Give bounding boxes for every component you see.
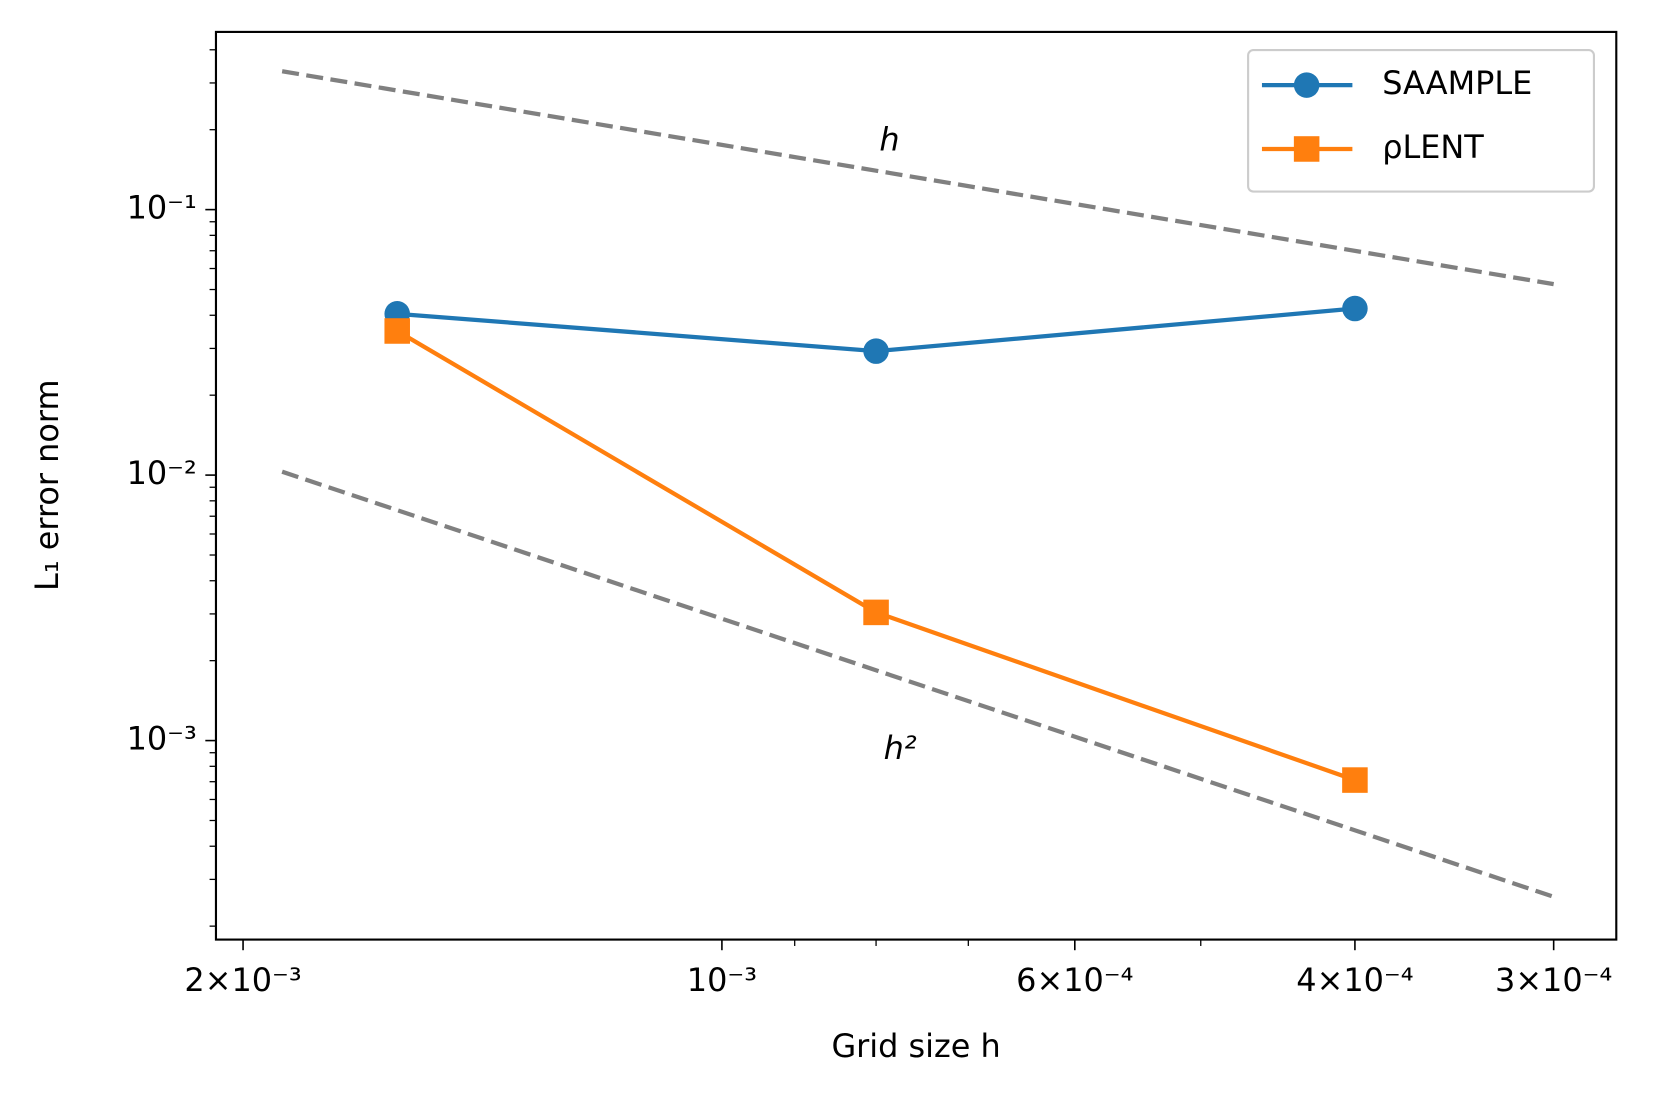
marker <box>863 338 889 364</box>
reference-line <box>281 69 1555 287</box>
plot-frame <box>214 30 1618 941</box>
x-tick-label: 4×10⁻⁴ <box>1296 961 1413 999</box>
x-tick-label: 10⁻³ <box>687 961 757 999</box>
annotation: h² <box>884 729 917 767</box>
y-tick-label: 10⁻¹ <box>127 189 197 227</box>
marker <box>1293 136 1320 162</box>
y-tick-label: 10⁻³ <box>127 720 197 758</box>
x-tick-label: 6×10⁻⁴ <box>1016 961 1133 999</box>
x-tick-label: 3×10⁻⁴ <box>1495 961 1612 999</box>
y-tick-label: 10⁻² <box>127 454 197 492</box>
marker <box>1293 72 1320 98</box>
annotation: h <box>879 121 899 159</box>
marker <box>1342 295 1368 322</box>
marker <box>863 599 889 626</box>
reference-line <box>281 469 1555 899</box>
legend-label: SAAMPLE <box>1382 64 1532 102</box>
legend: SAAMPLE ρLENT <box>1247 48 1596 193</box>
legend-label: ρLENT <box>1382 128 1484 166</box>
marker <box>384 318 410 344</box>
x-tick-label: 2×10⁻³ <box>184 961 301 999</box>
marker <box>1342 767 1368 793</box>
x-axis-label: Grid size h <box>831 1027 1000 1065</box>
y-axis-label: L₁ error norm <box>28 379 66 590</box>
